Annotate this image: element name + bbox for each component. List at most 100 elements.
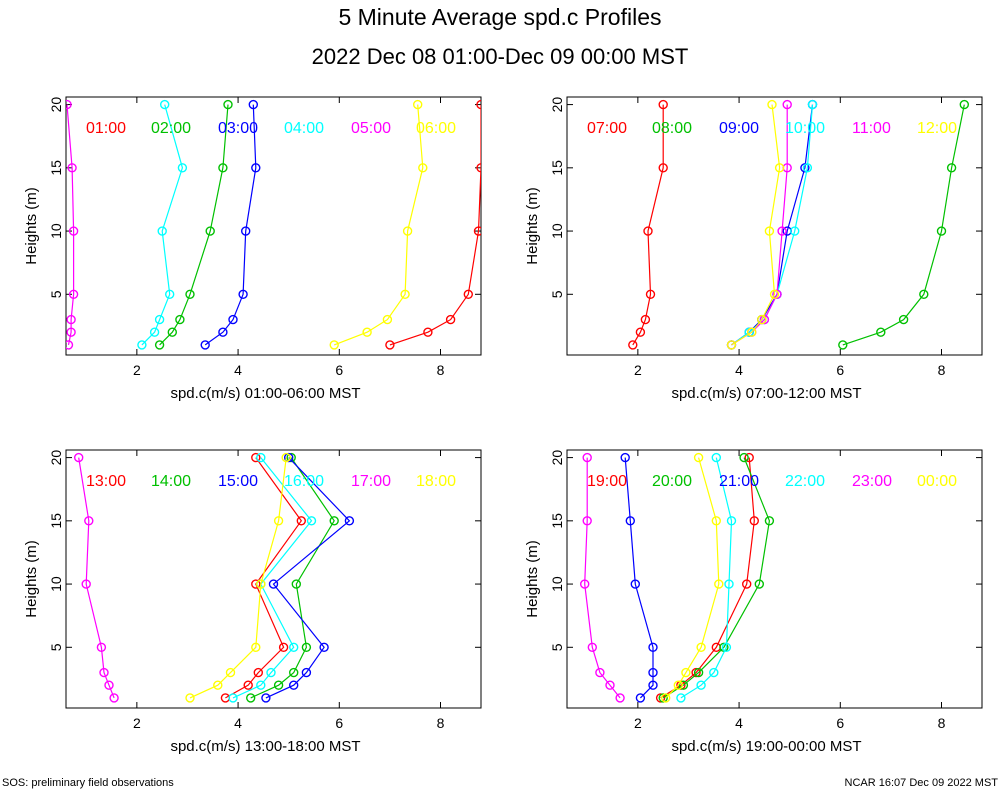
data-point: [678, 680, 689, 690]
x-tick-label: 2: [133, 362, 141, 378]
y-axis-label: Heights (m): [23, 540, 40, 618]
data-point: [281, 452, 291, 463]
chart-panel-2: 2 4 6 8 5 10 15 20 spd.c(m/s) 07:00-12:00 MST Hei…: [524, 96, 983, 402]
data-point: [582, 452, 592, 463]
series-line: [680, 457, 733, 699]
data-point: [240, 226, 251, 236]
series-line: [660, 457, 755, 699]
data-point: [228, 314, 238, 325]
data-point: [175, 314, 185, 325]
data-point: [68, 226, 79, 236]
data-point: [640, 314, 651, 325]
data-point: [159, 99, 170, 110]
series-0800: [838, 99, 969, 350]
data-point: [580, 579, 590, 589]
legend-label: 02:00: [151, 120, 191, 137]
data-point: [959, 99, 969, 110]
data-point: [362, 327, 372, 337]
data-point: [225, 667, 236, 678]
data-point: [218, 163, 228, 173]
series-line: [204, 104, 257, 346]
data-point: [769, 289, 780, 299]
series-1800: [185, 452, 291, 703]
data-point: [218, 327, 228, 337]
data-point: [400, 289, 410, 299]
data-point: [286, 452, 296, 463]
data-point: [248, 99, 259, 110]
plot-area: [628, 99, 969, 350]
data-point: [289, 642, 299, 652]
data-point: [245, 693, 256, 703]
legend-label: 01:00: [86, 120, 126, 137]
data-point: [284, 452, 294, 463]
data-point: [630, 579, 640, 589]
data-point: [919, 289, 929, 299]
data-point: [256, 579, 266, 589]
data-point: [648, 642, 658, 652]
series-line: [731, 104, 788, 346]
legend-label: 09:00: [719, 120, 759, 137]
plot-area: [73, 452, 355, 703]
data-point: [301, 667, 312, 678]
legend-label: 16:00: [284, 473, 324, 490]
x-tick-label: 6: [836, 362, 844, 378]
data-point: [582, 516, 592, 526]
y-tick-label: 10: [549, 576, 565, 592]
data-point: [289, 667, 299, 678]
data-point: [721, 642, 732, 652]
data-point: [648, 667, 658, 678]
data-point: [329, 516, 339, 526]
data-point: [635, 327, 646, 337]
data-point: [205, 226, 215, 236]
data-point: [754, 579, 764, 589]
series-1700: [73, 452, 119, 703]
data-point: [800, 163, 810, 173]
data-point: [625, 516, 635, 526]
chart-panel-4: 2 4 6 8 5 10 15 20 spd.c(m/s) 19:00-00:00 MST Hei…: [524, 449, 983, 755]
data-point: [253, 667, 263, 678]
data-point: [296, 516, 306, 526]
data-point: [709, 667, 719, 678]
data-point: [266, 667, 276, 678]
legend-label: 05:00: [351, 120, 391, 137]
y-tick-label: 10: [549, 223, 565, 239]
x-tick-label: 8: [437, 362, 445, 378]
data-point: [749, 516, 759, 526]
data-point: [66, 314, 76, 325]
data-point: [747, 327, 757, 337]
data-point: [382, 314, 393, 325]
data-point: [838, 340, 848, 350]
data-point: [99, 667, 109, 678]
data-point: [876, 327, 886, 337]
legend-label: 07:00: [587, 120, 627, 137]
data-point: [273, 680, 284, 690]
y-tick-label: 20: [549, 97, 565, 113]
data-point: [261, 693, 271, 703]
data-point: [463, 289, 473, 299]
data-point: [476, 163, 481, 173]
y-tick-label: 20: [48, 450, 64, 466]
plot-frame: [566, 449, 983, 709]
series-line: [584, 457, 621, 699]
data-point: [605, 680, 615, 690]
data-point: [620, 452, 630, 463]
data-point: [228, 693, 238, 703]
data-point: [661, 693, 671, 703]
data-point: [595, 667, 605, 678]
y-tick-label: 15: [549, 160, 565, 176]
series-2000: [658, 452, 775, 703]
data-point: [655, 693, 666, 703]
series-line: [731, 104, 814, 346]
data-point: [696, 680, 706, 690]
chart-panel-1: 2 4 6 8 5 10 15 20 spd.c(m/s) 01:00-06:00 MST Hei…: [23, 96, 482, 402]
legend-label: 22:00: [785, 473, 825, 490]
data-point: [96, 642, 107, 652]
data-point: [696, 642, 706, 652]
data-point: [615, 693, 625, 703]
data-point: [711, 452, 721, 463]
series-line: [159, 104, 229, 346]
series-line: [731, 104, 781, 346]
legend-label: 20:00: [652, 473, 692, 490]
data-point: [724, 579, 734, 589]
